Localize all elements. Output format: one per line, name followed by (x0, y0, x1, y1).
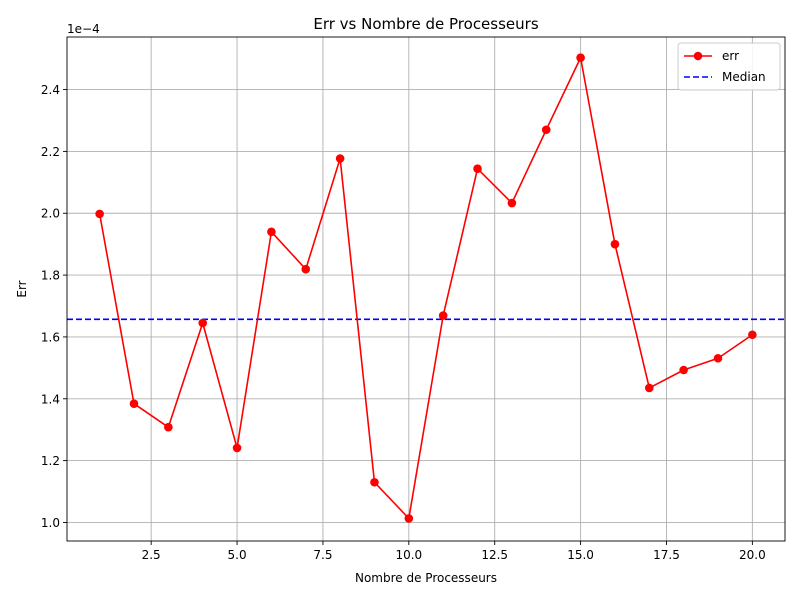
data-point (748, 330, 757, 340)
legend-err-label: err (722, 49, 739, 63)
data-point (645, 383, 654, 393)
series-err-line (98, 56, 753, 520)
x-tick-label: 7.5 (313, 548, 332, 562)
grid (67, 37, 785, 541)
y-tick-label: 1.0 (41, 516, 60, 530)
data-point (370, 477, 379, 487)
x-tick-label: 12.5 (481, 548, 508, 562)
data-point (473, 164, 482, 174)
legend-median-label: Median (722, 70, 766, 84)
data-point (198, 318, 207, 328)
axes-frame (66, 36, 786, 542)
data-point (610, 239, 620, 249)
y-tick-label: 2.2 (41, 145, 60, 159)
x-tick-label: 15.0 (567, 548, 594, 562)
y-axis-label: Err (15, 280, 29, 297)
data-point (164, 422, 173, 432)
y-axis: 1.0 1.2 1.4 1.6 1.8 2.0 2.2 2.4 (41, 83, 67, 530)
x-axis: 2.5 5.0 7.5 10.0 12.5 15.0 17.5 20.0 (142, 541, 766, 562)
x-tick-label: 17.5 (653, 548, 680, 562)
y-tick-label: 1.2 (41, 454, 60, 468)
legend-box (677, 42, 781, 91)
chart-title: Err vs Nombre de Processeurs (313, 15, 538, 33)
data-point (335, 154, 345, 163)
x-tick-label: 2.5 (142, 548, 161, 562)
y-tick-label: 1.4 (41, 392, 60, 406)
data-point (679, 365, 688, 375)
x-axis-label: Nombre de Processeurs (355, 571, 497, 585)
data-point (541, 125, 551, 135)
plot-area (67, 53, 785, 523)
y-tick-label: 2.0 (41, 207, 60, 221)
data-point (232, 443, 242, 453)
data-point (267, 227, 276, 237)
y-tick-label: 1.8 (41, 269, 60, 283)
data-point (95, 209, 104, 219)
x-tick-label: 10.0 (395, 548, 422, 562)
y-tick-label: 2.4 (41, 83, 60, 97)
data-point (301, 264, 311, 274)
y-tick-label: 1.6 (41, 330, 60, 344)
data-point (713, 353, 723, 363)
x-tick-label: 5.0 (228, 548, 247, 562)
data-point (129, 399, 139, 409)
legend-err-marker (693, 51, 703, 61)
x-tick-label: 20.0 (739, 548, 766, 562)
legend: err Median (677, 42, 781, 91)
data-point (438, 311, 448, 320)
data-point (404, 514, 414, 523)
y-scale-label: 1e−4 (67, 22, 100, 36)
data-point (576, 53, 585, 63)
data-point (507, 198, 517, 208)
